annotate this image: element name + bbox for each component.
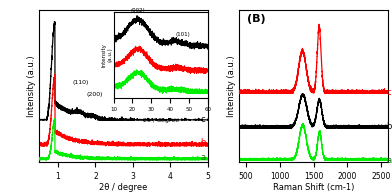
Text: (200): (200) — [86, 92, 103, 98]
X-axis label: 2θ / degree: 2θ / degree — [143, 118, 179, 123]
Text: b: b — [387, 122, 392, 131]
Text: (101): (101) — [176, 32, 191, 37]
Y-axis label: Intensity (a.u.): Intensity (a.u.) — [227, 55, 236, 117]
Text: b: b — [200, 138, 205, 147]
Text: (A): (A) — [186, 14, 205, 24]
Text: (100): (100) — [167, 42, 184, 47]
Text: (B): (B) — [247, 14, 265, 24]
Y-axis label: Intensity (a.u.): Intensity (a.u.) — [27, 55, 36, 117]
Text: (110): (110) — [73, 80, 89, 85]
X-axis label: Raman Shift (cm-1): Raman Shift (cm-1) — [273, 183, 354, 192]
X-axis label: 2θ / degree: 2θ / degree — [99, 183, 148, 192]
Y-axis label: Intensity
(a.u.): Intensity (a.u.) — [102, 43, 112, 66]
Text: a: a — [200, 153, 205, 162]
Text: a: a — [387, 156, 392, 165]
Text: (002): (002) — [131, 8, 145, 13]
Text: c: c — [387, 88, 391, 97]
Text: c: c — [201, 115, 205, 124]
